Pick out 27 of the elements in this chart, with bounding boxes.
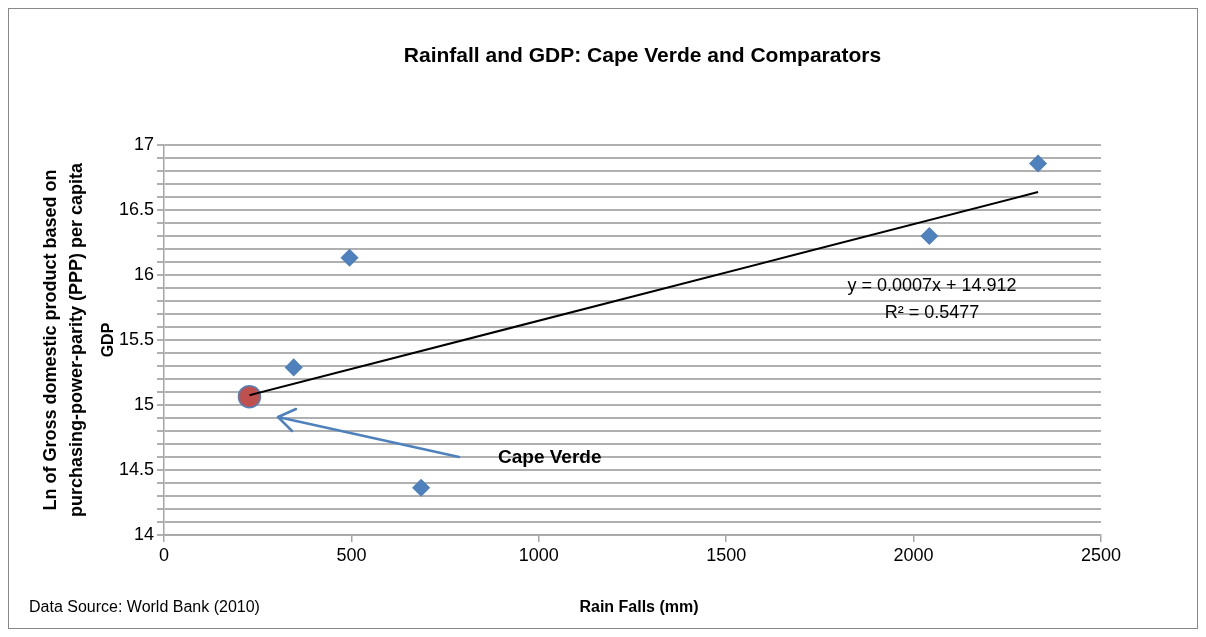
x-tick-label: 2000 [893, 544, 934, 565]
y-tick-label: 15 [133, 393, 154, 414]
point [412, 479, 430, 497]
x-tick-label: 0 [158, 544, 170, 565]
y-tick-label: 14.5 [118, 458, 154, 479]
chart-title: Rainfall and GDP: Cape Verde and Comparators [403, 42, 882, 66]
y-axis-title: Ln of Gross domestic product based on purchasing-power-parity (PPP) per capita [39, 161, 86, 518]
x-tick-label: 2500 [1080, 544, 1122, 565]
x-tick-label: 1500 [706, 544, 747, 565]
annotation: y = 0.0007x + 14.912 [847, 274, 1017, 295]
y-tick-label: 15.5 [118, 328, 154, 349]
x-axis-title: Rain Falls (mm) [579, 598, 699, 616]
annotation: Cape Verde [498, 446, 602, 468]
point [920, 227, 939, 245]
text: GDP [99, 322, 117, 358]
y-tick-label: 14 [133, 523, 154, 544]
annotation: R² = 0.5477 [884, 301, 980, 322]
y-tick-label: 16.5 [118, 198, 154, 219]
source-note: Data Source: World Bank (2010) [29, 598, 260, 616]
point [340, 248, 359, 267]
y-tick-label: 17 [133, 133, 154, 154]
point [237, 384, 262, 409]
y-tick-label: 16 [133, 263, 154, 284]
x-tick-label: 1000 [518, 544, 559, 565]
point [1029, 154, 1047, 173]
point [284, 358, 303, 377]
x-tick-label: 500 [336, 544, 367, 565]
